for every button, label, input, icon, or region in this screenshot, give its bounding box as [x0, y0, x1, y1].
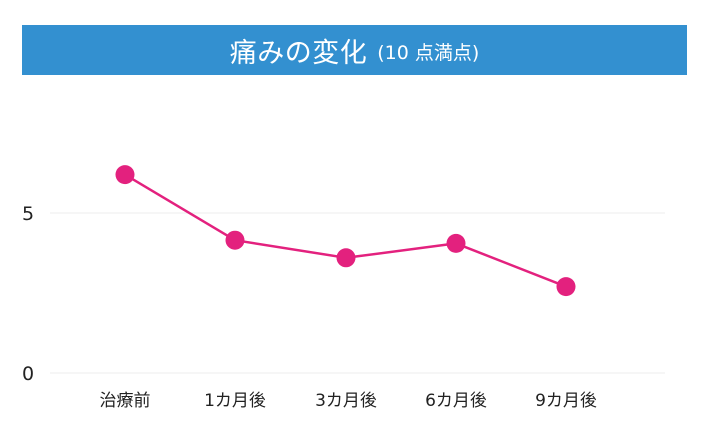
x-tick-label: 1カ月後 — [204, 391, 266, 411]
y-tick-label: 0 — [22, 363, 34, 385]
x-tick-label: 6カ月後 — [425, 391, 487, 411]
data-point — [336, 248, 356, 268]
y-tick-label: 5 — [22, 203, 34, 225]
chart-subtitle: (10 点満点) — [377, 41, 480, 64]
chart-title-bar: 痛みの変化 (10 点満点) — [22, 25, 687, 75]
chart-title: 痛みの変化 — [229, 37, 368, 69]
data-point — [225, 230, 245, 250]
data-point — [115, 165, 135, 185]
x-tick-label: 治療前 — [100, 391, 151, 411]
x-tick-label: 9カ月後 — [535, 391, 597, 411]
x-tick-label: 3カ月後 — [315, 391, 377, 411]
data-point — [446, 233, 466, 253]
data-point — [556, 277, 576, 297]
series-line — [124, 173, 567, 288]
